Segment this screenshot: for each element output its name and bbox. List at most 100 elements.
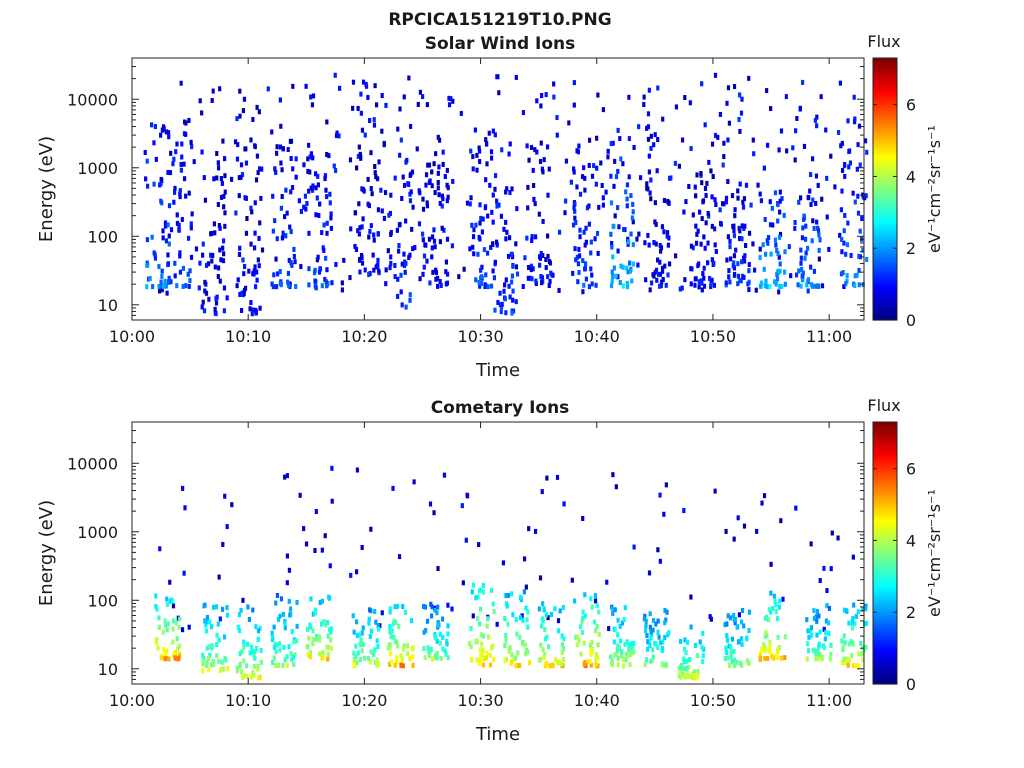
heatmap-cell <box>194 246 199 252</box>
heatmap-cell <box>708 614 712 620</box>
colorbar-segment <box>873 442 897 447</box>
heatmap-cell <box>258 675 262 681</box>
heatmap-cell <box>574 257 578 263</box>
heatmap-cell <box>659 245 664 251</box>
heatmap-cell <box>388 624 392 630</box>
colorbar-segment <box>873 175 897 180</box>
heatmap-cell <box>274 600 278 606</box>
heatmap-cell <box>285 580 289 586</box>
heatmap-cell <box>383 190 388 196</box>
heatmap-cell <box>325 644 329 650</box>
heatmap-cell <box>769 561 773 567</box>
heatmap-cell <box>254 177 259 183</box>
heatmap-cell <box>290 184 295 190</box>
heatmap-cell <box>741 199 745 205</box>
heatmap-cell <box>596 92 600 98</box>
heatmap-cell <box>726 234 730 240</box>
heatmap-cell <box>822 565 826 571</box>
heatmap-cell <box>514 663 518 669</box>
heatmap-cell <box>656 629 660 635</box>
heatmap-cell <box>774 242 778 248</box>
heatmap-cell <box>256 257 260 263</box>
heatmap-cell <box>163 278 167 284</box>
heatmap-cell <box>173 185 177 191</box>
heatmap-cell <box>721 201 725 207</box>
heatmap-cell <box>776 634 780 640</box>
heatmap-cell <box>845 278 849 284</box>
colorbar-segment <box>873 254 897 258</box>
heatmap-cell <box>627 136 631 142</box>
heatmap-cell <box>648 190 652 196</box>
heatmap-cell <box>733 213 737 219</box>
heatmap-cell <box>260 247 265 253</box>
heatmap-cell <box>601 195 605 201</box>
heatmap-cell <box>211 88 215 94</box>
colorbar-segment <box>873 584 897 588</box>
heatmap-cell <box>361 642 365 648</box>
heatmap-cell <box>814 200 818 206</box>
heatmap-cell <box>290 629 294 635</box>
heatmap-cell <box>851 641 855 647</box>
heatmap-cell <box>746 660 751 666</box>
heatmap-cell <box>226 665 230 671</box>
heatmap-cell <box>666 272 670 278</box>
heatmap-cell <box>351 105 355 111</box>
heatmap-cell <box>465 200 470 206</box>
heatmap-cell <box>239 607 243 613</box>
heatmap-cell <box>713 242 717 248</box>
heatmap-cell <box>252 271 256 277</box>
heatmap-cell <box>356 105 360 111</box>
heatmap-cell <box>845 242 850 248</box>
heatmap-cell <box>510 310 514 316</box>
heatmap-cell <box>430 604 434 610</box>
heatmap-cell <box>289 189 293 195</box>
heatmap-cell <box>400 261 404 267</box>
heatmap-cell <box>164 238 169 244</box>
heatmap-cell <box>780 283 784 289</box>
heatmap-cell <box>426 645 430 651</box>
heatmap-cell <box>736 624 740 630</box>
heatmap-cell <box>813 283 817 289</box>
heatmap-cell <box>555 115 559 121</box>
heatmap-cell <box>487 130 491 136</box>
heatmap-cell <box>667 235 671 241</box>
heatmap-cell <box>219 194 224 200</box>
heatmap-cell <box>802 213 806 219</box>
x-axis-label: Time <box>475 360 520 381</box>
heatmap-cell <box>864 603 868 609</box>
y-tick-label: 10000 <box>67 90 118 109</box>
heatmap-cell <box>258 220 262 226</box>
colorbar-segment <box>873 623 897 627</box>
heatmap-cell <box>648 611 652 617</box>
heatmap-cell <box>581 515 585 521</box>
heatmap-cell <box>526 265 531 271</box>
heatmap-cell <box>171 161 175 167</box>
heatmap-cell <box>375 263 379 269</box>
heatmap-cell <box>631 201 635 207</box>
heatmap-cell <box>723 655 727 661</box>
heatmap-cell <box>202 308 207 314</box>
heatmap-cell <box>612 639 616 645</box>
heatmap-cell <box>539 140 543 146</box>
heatmap-cell <box>621 161 625 167</box>
heatmap-cell <box>149 122 154 128</box>
heatmap-cell <box>661 639 665 645</box>
colorbar-segment <box>873 259 897 263</box>
heatmap-cell <box>777 604 781 610</box>
heatmap-cell <box>525 143 529 149</box>
heatmap-cell <box>201 668 205 674</box>
heatmap-cell <box>172 189 177 195</box>
heatmap-cell <box>572 166 576 172</box>
heatmap-cell <box>318 266 322 272</box>
heatmap-cell <box>578 234 582 240</box>
colorbar-segment <box>873 621 897 625</box>
heatmap-cell <box>421 237 425 243</box>
colorbar-segment <box>873 547 897 551</box>
heatmap-cell <box>251 669 255 675</box>
colorbar-segment <box>873 589 897 593</box>
heatmap-cell <box>190 144 194 150</box>
heatmap-cell <box>318 651 322 657</box>
colorbar-segment <box>873 587 897 591</box>
heatmap-cell <box>281 662 285 668</box>
heatmap-cell <box>810 632 814 638</box>
